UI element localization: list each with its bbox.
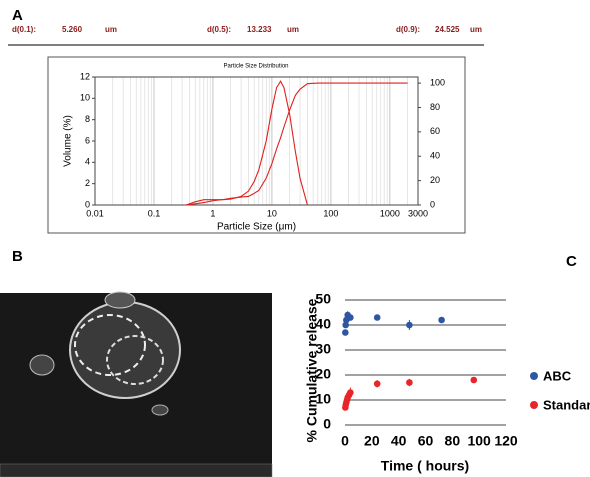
chart-frame [47,56,466,234]
y-tick-label: 2 [85,178,90,188]
summary-unit: um [105,25,117,34]
data-point [342,321,349,329]
y-axis-label: Volume (%) [63,115,74,167]
summary-value: 24.525 [435,25,460,34]
y-axis-label: % Cumulative release [304,298,320,442]
data-point [470,376,478,384]
x-axis-label: Particle Size (μm) [217,222,296,233]
panel-label: B [12,248,23,265]
x-tick-label: 0 [341,433,349,449]
x-tick-label: 60 [418,433,434,449]
y-tick-label: 4 [85,157,90,167]
x-tick-label: 100 [323,208,338,218]
x-tick-label: 0.01 [86,208,104,218]
summary-unit: um [470,25,482,34]
x-tick-label: 80 [445,433,461,449]
y-tick-label: 0 [323,416,331,432]
data-point [406,321,413,329]
y-tick-label: 6 [85,135,90,145]
x-tick-label: 10 [267,208,277,218]
y-tick-label: 30 [315,341,331,357]
y2-tick-label: 100 [430,77,445,87]
legend-label: ABC [543,368,572,383]
x-tick-label: 20 [364,433,380,449]
y-tick-label: 8 [85,114,90,124]
summary-label: d(0.9): [396,25,420,34]
x-tick-label: 1000 [380,208,400,218]
y-tick-label: 10 [80,93,90,103]
legend-marker [530,401,538,409]
x-tick-label: 1 [210,208,215,218]
plot-frame [94,76,419,206]
data-point [347,389,354,396]
x-tick-label: 0.1 [148,208,161,218]
y-tick-label: 0 [85,199,90,209]
data-point [406,379,413,386]
summary-value: 13.233 [247,25,272,34]
x-tick-label: 120 [494,433,518,449]
y-tick-label: 50 [315,291,331,307]
chart-title: Particle Size Distribution [223,64,288,70]
summary-value: 5.260 [62,25,83,34]
data-line [185,80,308,206]
x-tick-label: 100 [467,433,491,449]
y2-tick-label: 0 [430,199,435,209]
summary-label: d(0.5): [207,25,231,34]
y2-tick-label: 60 [430,126,440,136]
summary-unit: um [287,25,299,34]
panel-label: C [566,253,577,270]
x-tick-label: 40 [391,433,407,449]
data-point [342,329,349,336]
y-tick-label: 40 [315,316,331,332]
x-axis-label: Time ( hours) [381,458,469,474]
x-tick-label: 3000 [408,208,428,218]
sem-image [0,291,273,477]
data-point [438,316,445,324]
legend-label: Standard [543,397,590,412]
data-point [373,314,381,321]
y2-tick-label: 20 [430,175,440,185]
y-tick-label: 20 [315,366,331,382]
y-tick-label: 10 [315,391,331,407]
summary-label: d(0.1): [12,25,36,34]
data-line [185,82,408,206]
panel-label: A [12,7,23,24]
legend-marker [530,372,538,380]
data-point [347,314,354,321]
y2-tick-label: 80 [430,102,440,112]
y-tick-label: 12 [80,71,90,81]
data-point [373,380,381,388]
y2-tick-label: 40 [430,151,440,161]
